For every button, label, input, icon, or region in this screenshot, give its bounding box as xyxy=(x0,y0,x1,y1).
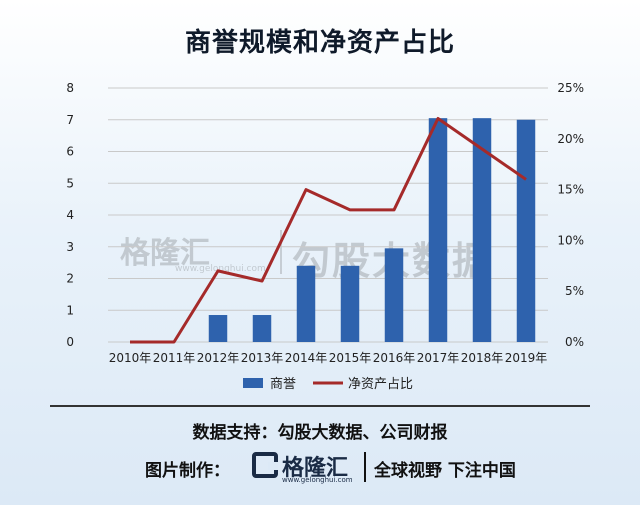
watermark-logo: 格隆汇 xyxy=(120,236,210,271)
y-left-tick-label: 2 xyxy=(66,272,74,286)
x-tick-label: 2014年 xyxy=(285,351,328,365)
brand-separator xyxy=(364,452,366,482)
y-left-tick-label: 5 xyxy=(66,176,74,190)
x-tick-label: 2016年 xyxy=(373,351,416,365)
y-right-tick-label: 10% xyxy=(557,233,584,247)
y-right-tick-label: 0% xyxy=(565,335,584,349)
bar xyxy=(472,118,492,342)
brand-url: www.gelonghui.com xyxy=(282,476,353,484)
bar xyxy=(208,315,228,342)
brand-g-icon xyxy=(252,452,278,478)
producer-row: 图片制作： 格隆汇 www.gelonghui.com 全球视野 下注中国 xyxy=(0,448,640,488)
data-source: 数据支持：勾股大数据、公司财报 xyxy=(192,423,448,443)
bar xyxy=(428,118,448,342)
y-left-tick-label: 4 xyxy=(66,208,74,222)
x-tick-label: 2015年 xyxy=(329,351,372,365)
bar xyxy=(296,265,316,342)
footer-divider xyxy=(50,405,590,407)
x-tick-label: 2018年 xyxy=(461,351,504,365)
y-right-tick-label: 20% xyxy=(557,132,584,146)
watermark-url: www.gelonghui.com xyxy=(175,264,266,274)
bar xyxy=(516,119,536,342)
x-tick-label: 2012年 xyxy=(197,351,240,365)
bar xyxy=(252,315,272,342)
watermark-separator xyxy=(280,230,282,274)
x-tick-label: 2019年 xyxy=(505,351,548,365)
x-tick-label: 2011年 xyxy=(153,351,196,365)
slogan: 全球视野 下注中国 xyxy=(374,461,516,481)
y-left-tick-label: 7 xyxy=(66,113,74,127)
y-left-tick-label: 3 xyxy=(66,240,74,254)
bar xyxy=(340,265,360,342)
brand-logo: 格隆汇 www.gelonghui.com xyxy=(252,450,353,486)
legend-label-line: 净资产占比 xyxy=(348,377,413,392)
y-left-tick-label: 6 xyxy=(66,145,74,159)
y-right-tick-label: 15% xyxy=(557,183,584,197)
y-left-tick-label: 8 xyxy=(66,81,74,95)
y-left-tick-label: 0 xyxy=(66,335,74,349)
x-tick-label: 2010年 xyxy=(109,351,152,365)
legend-label-bar: 商誉 xyxy=(270,377,296,392)
chart: 0 1 2 3 4 5 6 7 8 0% 5% 10% 15% 20% 25% 2010年 2011年 2012年… xyxy=(66,81,584,392)
y-right-tick-label: 25% xyxy=(557,81,584,95)
brand-name: 格隆汇 xyxy=(282,456,349,481)
y-right-tick-label: 5% xyxy=(565,284,584,298)
y-left-tick-label: 1 xyxy=(66,303,74,317)
x-tick-label: 2017年 xyxy=(417,351,460,365)
legend-swatch-bar xyxy=(243,378,263,388)
x-tick-label: 2013年 xyxy=(241,351,284,365)
bar xyxy=(384,248,404,342)
producer-label: 图片制作： xyxy=(145,461,230,481)
series-line xyxy=(130,116,527,344)
chart-title: 商誉规模和净资产占比 xyxy=(184,28,455,58)
